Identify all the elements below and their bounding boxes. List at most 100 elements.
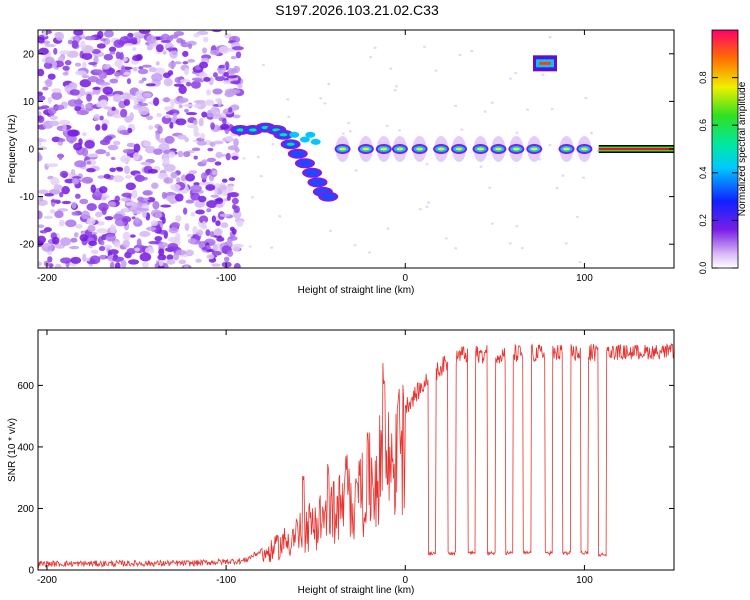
noise-blob — [138, 106, 150, 116]
noise-blob — [209, 49, 220, 56]
noise-blob — [38, 224, 45, 229]
noise-blob — [183, 103, 194, 108]
noise-blob — [58, 119, 71, 126]
noise-blob — [84, 35, 96, 41]
sweep-peak — [286, 142, 295, 146]
noise-blob — [120, 65, 126, 74]
noise-blob — [131, 216, 136, 220]
noise-blob — [51, 91, 63, 101]
faint-speckle — [584, 96, 588, 100]
noise-blob — [172, 252, 180, 261]
noise-blob — [207, 147, 214, 152]
noise-blob — [198, 195, 207, 203]
noise-blob — [137, 102, 148, 107]
noise-blob — [71, 201, 77, 209]
noise-blob — [137, 208, 150, 212]
noise-blob — [129, 112, 134, 121]
noise-blob — [223, 72, 230, 77]
noise-blob — [82, 147, 89, 157]
noise-blob — [237, 84, 243, 89]
noise-blob — [169, 122, 174, 129]
noise-blob — [156, 112, 162, 118]
faint-speckle — [490, 101, 494, 104]
pulse-peak — [380, 147, 388, 151]
noise-blob — [113, 140, 121, 146]
noise-blob — [38, 95, 46, 102]
noise-blob — [168, 61, 176, 69]
noise-blob — [186, 124, 198, 129]
noise-blob — [166, 47, 178, 51]
faint-speckle — [393, 89, 397, 92]
faint-speckle — [242, 157, 246, 160]
faint-speckle — [550, 107, 554, 111]
noise-blob — [121, 216, 132, 223]
colorbar-tick-label: 0.8 — [698, 71, 708, 84]
noise-blob — [119, 129, 129, 135]
noise-blob — [113, 39, 125, 48]
noise-blob — [230, 80, 241, 85]
noise-blob — [162, 157, 170, 166]
noise-blob — [161, 191, 167, 200]
chart-title: S197.2026.103.21.02.C33 — [275, 2, 439, 18]
noise-blob — [177, 134, 187, 140]
noise-blob — [190, 80, 201, 89]
noise-blob — [214, 228, 222, 236]
noise-blob — [38, 261, 43, 267]
snr-border — [37, 329, 675, 571]
noise-blob — [190, 212, 196, 217]
noise-blob — [89, 255, 101, 265]
faint-speckle — [444, 237, 448, 240]
noise-blob — [214, 161, 222, 166]
noise-blob — [218, 184, 227, 191]
noise-blob — [160, 204, 172, 208]
noise-blob — [38, 189, 49, 194]
faint-speckle — [348, 130, 352, 133]
sweep-core — [290, 150, 305, 157]
noise-blob — [120, 155, 131, 163]
noise-blob — [97, 175, 105, 179]
noise-blob — [97, 30, 104, 39]
noise-blob — [235, 51, 242, 59]
noise-blob — [39, 195, 44, 202]
noise-blob — [88, 240, 98, 246]
faint-speckle — [286, 98, 290, 101]
snr-panel: -200 -100 0 100 0 200 400 600 Height of straigh… — [7, 329, 675, 596]
noise-blob — [53, 184, 63, 191]
noise-blob — [49, 115, 59, 121]
snr-xtick-label: -100 — [216, 575, 236, 586]
noise-blob — [158, 259, 164, 267]
faint-speckle — [582, 176, 586, 179]
sweep-core — [297, 160, 312, 167]
noise-blob — [122, 208, 129, 213]
pulse-peak — [477, 147, 485, 151]
noise-blob — [205, 229, 211, 237]
noise-blob — [145, 83, 156, 87]
noise-blob — [98, 254, 108, 260]
noise-blob — [183, 265, 189, 268]
noise-blob — [164, 135, 175, 144]
noise-blob — [170, 98, 175, 108]
faint-speckle — [278, 214, 282, 218]
noise-blob — [215, 153, 227, 157]
noise-blob — [120, 197, 132, 202]
noise-blob — [196, 140, 207, 146]
noise-blob — [54, 210, 64, 219]
noise-blob — [44, 193, 54, 197]
faint-speckle — [515, 224, 519, 228]
noise-blob — [230, 55, 237, 60]
noise-blob — [123, 165, 130, 175]
noise-blob — [79, 198, 89, 205]
noise-blob — [101, 123, 108, 131]
faint-speckle — [488, 186, 492, 189]
noise-blob — [55, 31, 65, 41]
spec-xtick-label: 100 — [576, 273, 593, 284]
noise-blob — [82, 253, 87, 262]
spectrogram-xlabel: Height of straight line (km) — [298, 285, 415, 296]
noise-blob — [81, 132, 87, 137]
noise-blob — [155, 131, 161, 141]
noise-blob — [223, 256, 230, 262]
noise-blob — [38, 91, 43, 97]
noise-blob — [228, 184, 234, 192]
noise-blob — [178, 104, 183, 109]
noise-blob — [231, 46, 244, 51]
